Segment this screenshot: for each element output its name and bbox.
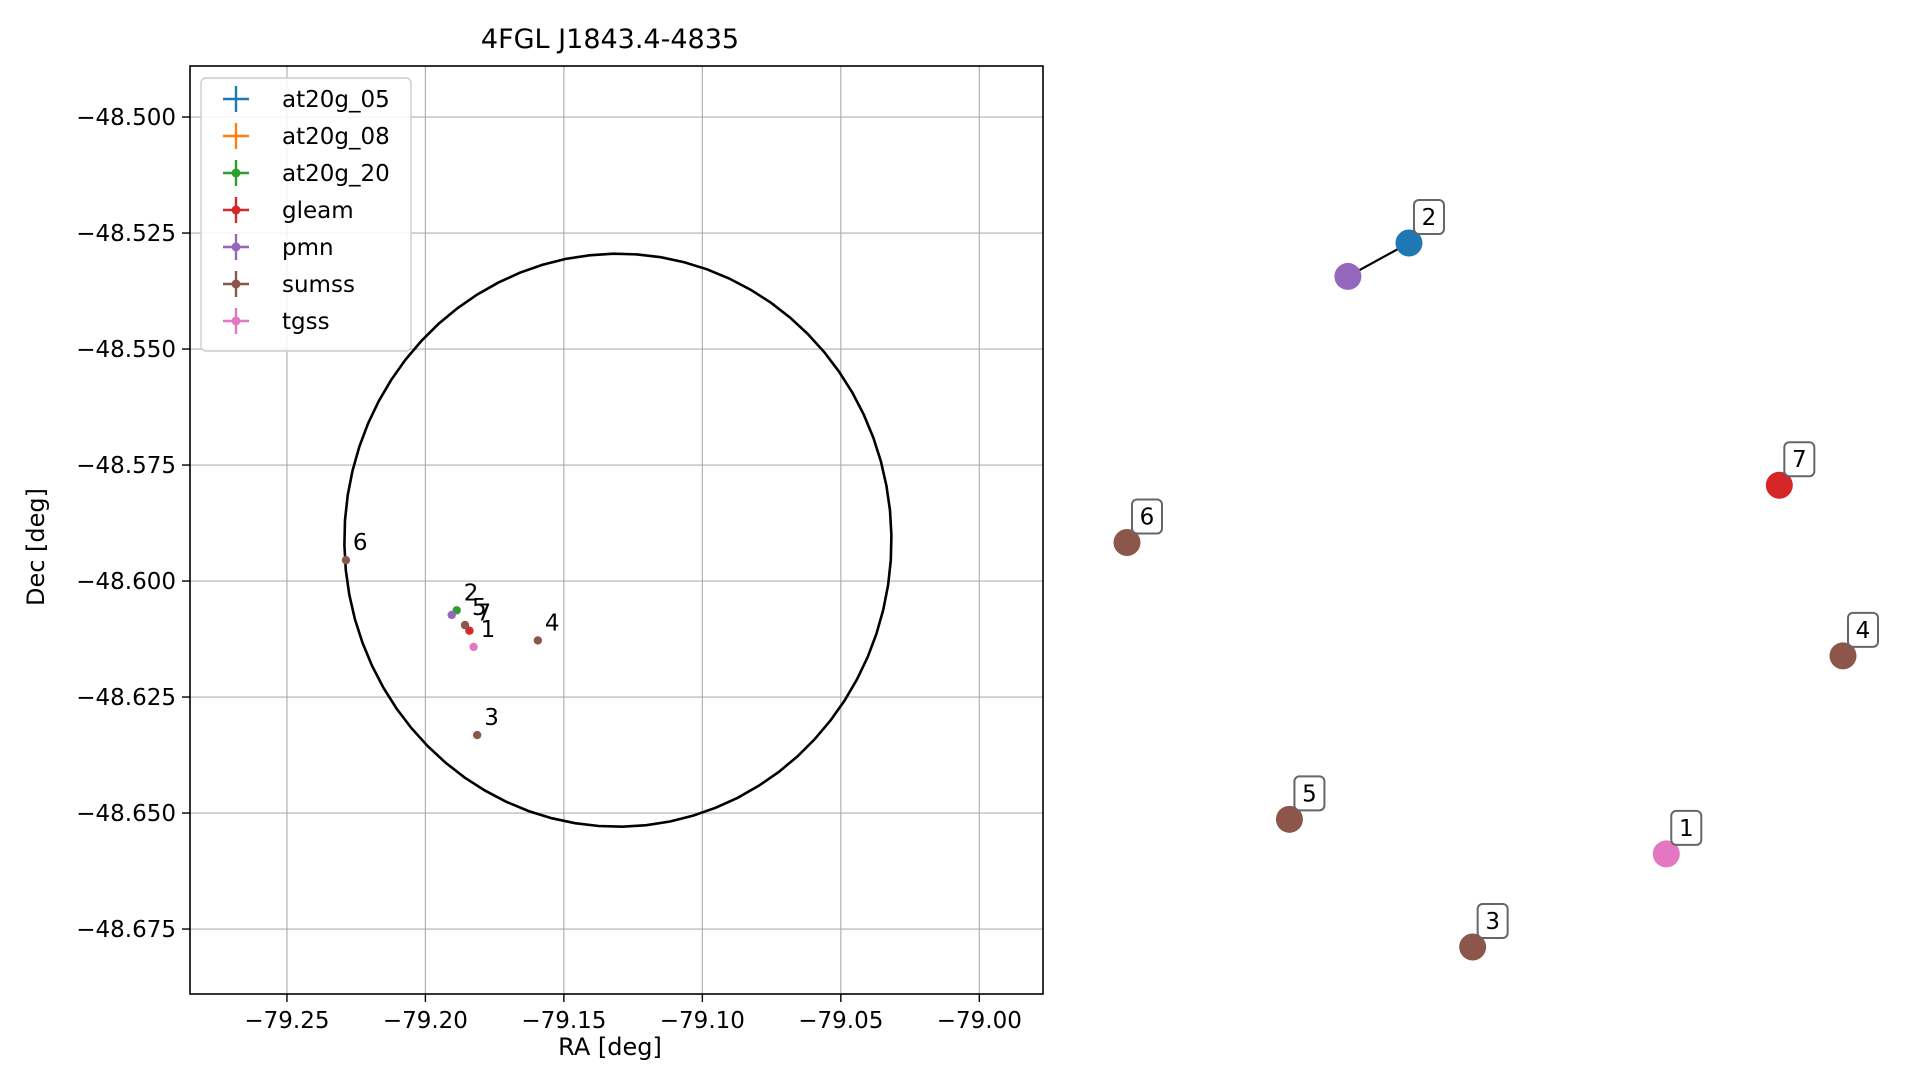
localization-ellipse (343, 252, 893, 829)
graph-node-circle (1334, 262, 1362, 290)
y-axis-label: Dec [deg] (22, 488, 50, 606)
data-point-sumss (472, 730, 482, 740)
graph-node-circle (1829, 642, 1857, 670)
point-label: 2 (464, 580, 479, 606)
graph-node-label-box (1293, 775, 1326, 812)
data-point-sumss (341, 555, 351, 565)
association-graph-panel: 2 7 6 4 5 1 3 (1113, 199, 1879, 961)
y-axis-ticks: −48.500 −48.525 −48.550 −48.575 −48.600 −48.6… (76, 105, 190, 943)
legend-label: pmn (282, 235, 334, 261)
x-tick-label: −79.15 (521, 1008, 606, 1034)
legend-marker-dot (231, 279, 241, 289)
graph-node-label-box (1476, 903, 1509, 939)
graph-node: 5 (1275, 775, 1326, 833)
point-label: 7 (476, 601, 491, 627)
legend-label: at20g_08 (282, 124, 390, 150)
graph-nodes: 2 7 6 4 5 1 3 (1113, 199, 1879, 961)
graph-node: 6 (1113, 498, 1163, 556)
graph-node-circle (1113, 528, 1141, 556)
legend-entry-pmn: pmn (223, 234, 334, 261)
graph-node: 7 (1765, 441, 1816, 499)
y-tick-label: −48.650 (76, 801, 176, 827)
graph-node-circle (1765, 471, 1793, 499)
grid-lines (190, 66, 1043, 994)
legend-label: at20g_20 (282, 161, 390, 187)
legend-entry-gleam: gleam (223, 197, 354, 224)
data-point-sumss (533, 636, 543, 645)
graph-node-label: 5 (1302, 781, 1317, 807)
x-tick-label: −79.00 (937, 1008, 1022, 1034)
legend-marker-dot (231, 168, 241, 178)
legend-label: sumss (282, 272, 355, 298)
graph-node-label: 1 (1679, 816, 1694, 842)
graph-node: 4 (1829, 611, 1879, 670)
y-tick-label: −48.500 (76, 105, 176, 131)
graph-node-label: 3 (1485, 909, 1500, 935)
point-label: 6 (353, 530, 368, 556)
graph-node-label-box (1131, 498, 1163, 535)
legend-box (200, 77, 412, 352)
legend-label: gleam (282, 198, 354, 224)
y-tick-label: −48.600 (76, 569, 176, 595)
data-point-pmn (447, 610, 456, 620)
graph-node: 2 (1395, 199, 1445, 257)
axes-frame (189, 65, 1044, 995)
data-point-sumss (460, 620, 470, 630)
graph-node-label: 7 (1792, 447, 1807, 473)
legend-label: at20g_05 (282, 87, 390, 113)
y-tick-label: −48.675 (76, 917, 176, 943)
x-axis-ticks: −79.25 −79.20 −79.15 −79.10 −79.05 −79.00 (244, 994, 1022, 1034)
x-tick-label: −79.10 (660, 1008, 745, 1034)
data-point-tgss (469, 642, 478, 652)
chart-title: 4FGL J1843.4-4835 (481, 24, 739, 55)
legend-label: tgss (282, 309, 330, 335)
legend-marker-dot (231, 242, 241, 252)
graph-node-circle (1275, 805, 1303, 833)
graph-node-circle (1459, 933, 1487, 961)
graph-node-circle (1652, 840, 1680, 868)
y-tick-label: −48.625 (76, 685, 176, 711)
y-tick-label: −48.550 (76, 337, 176, 363)
legend-marker-dot (231, 205, 241, 215)
x-tick-label: −79.05 (798, 1008, 883, 1034)
source-markers (341, 555, 543, 740)
legend-marker-dot (231, 316, 241, 326)
graph-node-label-box (1412, 199, 1445, 235)
graph-node-label-box (1783, 441, 1816, 478)
graph-node-label: 4 (1856, 618, 1871, 644)
point-label: 1 (481, 617, 496, 643)
point-label: 4 (545, 610, 560, 636)
graph-node (1334, 262, 1362, 290)
graph-node: 1 (1652, 809, 1703, 868)
legend-entry-sumss: sumss (223, 271, 355, 298)
x-tick-label: −79.25 (244, 1008, 329, 1034)
graph-node: 3 (1459, 903, 1509, 961)
x-axis-label: RA [deg] (558, 1033, 662, 1061)
x-tick-label: −79.20 (383, 1008, 468, 1034)
legend-entry-at20g-08: at20g_08 (223, 123, 390, 150)
localization-ellipse-line (343, 252, 893, 829)
point-label: 3 (484, 705, 499, 731)
graph-node-label-box (1670, 809, 1703, 846)
graph-node-circle (1395, 229, 1423, 257)
legend-entry-tgss: tgss (223, 308, 330, 335)
graph-node-label: 2 (1422, 205, 1437, 231)
y-tick-label: −48.575 (76, 453, 176, 479)
legend-entry-at20g-05: at20g_05 (223, 86, 390, 113)
graph-node-label-box (1847, 611, 1879, 648)
graph-node-label: 6 (1140, 504, 1155, 530)
y-tick-label: −48.525 (76, 221, 176, 247)
point-label: 5 (472, 595, 487, 621)
legend-entry-at20g-20: at20g_20 (223, 160, 390, 187)
